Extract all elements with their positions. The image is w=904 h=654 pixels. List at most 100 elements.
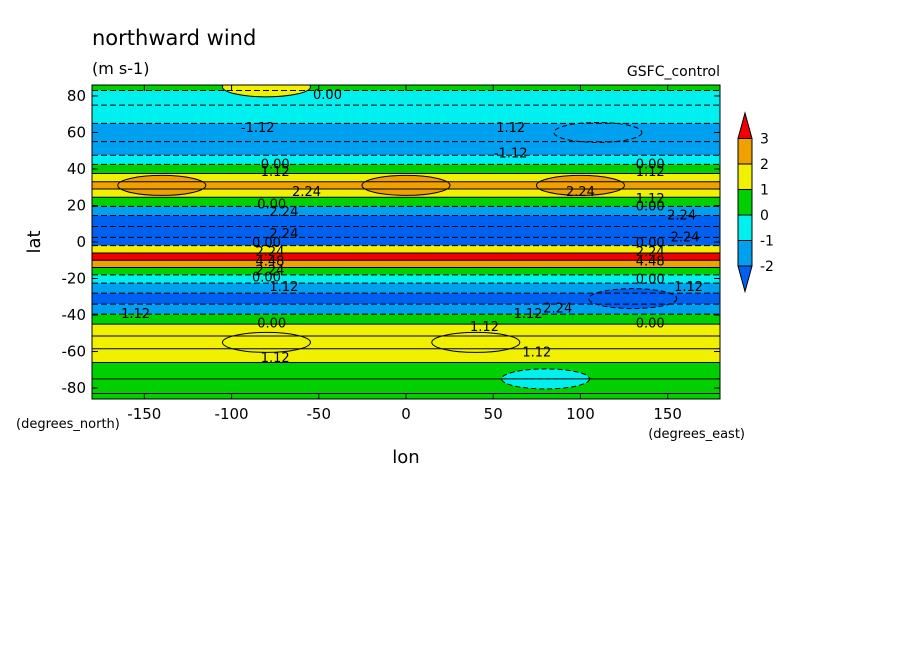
contour-band	[92, 164, 720, 174]
contour-label: 2.24	[566, 185, 595, 200]
y-tick-label: 40	[67, 160, 86, 178]
contour-label: 1.12	[496, 121, 525, 136]
contour-band	[92, 90, 720, 106]
x-tick-label: 0	[401, 405, 411, 423]
contour-label: 0.00	[252, 271, 281, 286]
contour-label: 2.24	[269, 227, 298, 242]
field-cell	[535, 174, 625, 196]
contour-band	[92, 304, 720, 315]
contour-label: 1.12	[470, 320, 499, 335]
colorbar-bin-max	[737, 111, 753, 139]
contour-band	[92, 348, 720, 363]
contour-label: 1.12	[269, 280, 298, 295]
colorbar-bin	[737, 189, 753, 216]
y-axis-ticks: 80 60 40 20 0 -20 -40 -60 -80	[62, 87, 720, 397]
contour-lines	[92, 89, 720, 395]
contour-band	[92, 206, 720, 216]
y-tick-label: -80	[62, 379, 87, 397]
colorbar-tick-label: -2	[760, 259, 774, 275]
contour-label: 2.24	[543, 302, 572, 317]
contour-band	[92, 267, 720, 275]
contour-label: 2.24	[255, 263, 284, 278]
contour-label: 1.12	[514, 307, 543, 322]
contour-label: 0.00	[257, 198, 286, 213]
plot-area	[92, 85, 720, 399]
contour-label: -1.12	[494, 147, 528, 162]
colorbar: 3 2 1 0 -1 -2	[737, 111, 774, 294]
field-cell	[361, 174, 451, 196]
contour-band	[92, 324, 720, 337]
contour-label: 2.24	[667, 209, 696, 224]
contour-label: 0.00	[636, 199, 665, 214]
colorbar-bin-min	[737, 265, 753, 294]
contour-label: 1.12	[261, 351, 290, 366]
contour-label: 2.24	[269, 205, 298, 220]
contour-label: 0.00	[257, 316, 286, 331]
contour-band	[92, 314, 720, 325]
run-label: GSFC_control	[627, 64, 720, 80]
contour-label: 2.24	[292, 185, 321, 200]
x-axis-ticks: -150 -100 -50 0 50 100 150	[127, 85, 682, 423]
contour-label: 0.00	[261, 158, 290, 173]
field-cell	[553, 121, 643, 143]
chart-units: (m s-1)	[92, 59, 149, 78]
contour-label: 0.00	[636, 273, 665, 288]
contour-band	[92, 252, 720, 261]
contour-label: 1.12	[522, 346, 551, 361]
y-tick-label: 20	[67, 196, 86, 214]
contour-label: -1.12	[241, 121, 275, 136]
contour-label: 1.12	[121, 307, 150, 322]
contour-band	[92, 245, 720, 253]
contour-band	[92, 378, 720, 394]
colorbar-bin	[737, 138, 753, 165]
y-tick-label: -20	[62, 270, 87, 288]
y-tick-label: -40	[62, 306, 87, 324]
contour-band	[92, 105, 720, 124]
chart-title: northward wind	[92, 26, 256, 50]
contour-labels: 0.00-1.12 1.12-1.120.001.12 0.001.122.24 2.…	[121, 88, 703, 366]
x-tick-label: 100	[566, 405, 595, 423]
contour-band	[92, 226, 720, 238]
contour-label: 0.00	[313, 88, 342, 103]
contour-label: 2.24	[671, 231, 700, 246]
y-axis-title: lat	[24, 230, 45, 253]
contour-band	[92, 155, 720, 165]
contour-band	[92, 141, 720, 156]
field-cell	[431, 331, 521, 353]
contour-band	[92, 215, 720, 227]
contour-label: 1.12	[636, 192, 665, 207]
colorbar-bin	[737, 163, 753, 190]
x-axis-title: lon	[392, 447, 419, 468]
contour-label: 4.48	[636, 254, 665, 269]
y-tick-label: 0	[76, 233, 86, 251]
colorbar-tick-label: -1	[760, 234, 774, 250]
y-tick-label: 60	[67, 123, 86, 141]
colorbar-bin	[737, 240, 753, 267]
colorbar-tick-label: 1	[760, 183, 769, 199]
contour-band	[92, 283, 720, 294]
field-cell	[221, 85, 311, 98]
x-tick-label: -150	[127, 405, 161, 423]
contour-label: 1.12	[261, 165, 290, 180]
contour-band	[92, 260, 720, 268]
contour-band	[92, 293, 720, 305]
contour-band	[92, 237, 720, 246]
contour-band	[92, 336, 720, 349]
contour-label: 2.24	[636, 245, 665, 260]
contour-label: 2.24	[255, 245, 284, 260]
contour-band	[92, 274, 720, 284]
field-cell	[117, 174, 207, 196]
y-unit-label: (degrees_north)	[16, 417, 120, 432]
field-cell	[588, 288, 678, 310]
field-cell	[221, 331, 311, 353]
x-tick-label: 50	[484, 405, 503, 423]
colorbar-tick-label: 2	[760, 157, 769, 173]
contour-label: 0.00	[636, 316, 665, 331]
x-tick-label: -50	[307, 405, 332, 423]
contour-label: 1.12	[674, 280, 703, 295]
contour-label: 0.00	[252, 236, 281, 251]
colorbar-tick-label: 0	[760, 208, 769, 224]
contour-label: 1.12	[636, 165, 665, 180]
contour-label: 0.00	[636, 236, 665, 251]
